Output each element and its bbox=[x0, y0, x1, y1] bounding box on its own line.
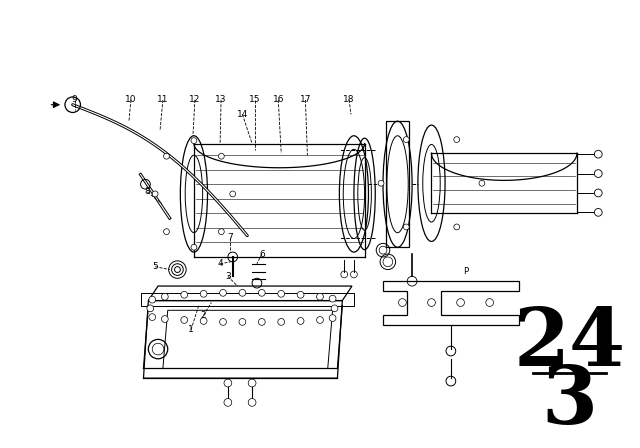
Text: 13: 13 bbox=[215, 95, 227, 104]
Circle shape bbox=[259, 319, 265, 325]
Text: 17: 17 bbox=[300, 95, 311, 104]
Text: 9: 9 bbox=[72, 95, 77, 104]
Circle shape bbox=[161, 293, 168, 300]
Circle shape bbox=[378, 181, 384, 186]
Text: 4: 4 bbox=[218, 259, 223, 268]
Circle shape bbox=[181, 291, 188, 298]
Circle shape bbox=[317, 317, 323, 323]
Circle shape bbox=[331, 305, 338, 312]
Circle shape bbox=[164, 153, 170, 159]
Circle shape bbox=[239, 319, 246, 325]
Circle shape bbox=[191, 244, 197, 250]
Circle shape bbox=[595, 189, 602, 197]
Circle shape bbox=[428, 299, 435, 306]
Text: 2: 2 bbox=[201, 310, 207, 319]
Text: 14: 14 bbox=[237, 110, 248, 119]
Circle shape bbox=[239, 289, 246, 296]
Circle shape bbox=[454, 224, 460, 230]
Circle shape bbox=[317, 293, 323, 300]
Circle shape bbox=[161, 316, 168, 323]
Circle shape bbox=[479, 181, 485, 186]
Circle shape bbox=[200, 290, 207, 297]
Circle shape bbox=[399, 299, 406, 306]
Circle shape bbox=[329, 314, 336, 322]
Circle shape bbox=[278, 319, 285, 325]
Circle shape bbox=[224, 379, 232, 387]
Circle shape bbox=[248, 399, 256, 406]
Circle shape bbox=[220, 289, 227, 296]
Text: 12: 12 bbox=[189, 95, 200, 104]
Circle shape bbox=[486, 299, 493, 306]
Text: 3: 3 bbox=[225, 272, 231, 281]
Circle shape bbox=[149, 296, 156, 303]
Text: 15: 15 bbox=[249, 95, 260, 104]
Circle shape bbox=[152, 191, 158, 197]
Text: 18: 18 bbox=[343, 95, 355, 104]
Circle shape bbox=[191, 138, 197, 143]
Circle shape bbox=[248, 379, 256, 387]
Circle shape bbox=[297, 318, 304, 324]
Circle shape bbox=[454, 137, 460, 142]
Circle shape bbox=[181, 317, 188, 323]
Text: 16: 16 bbox=[273, 95, 284, 104]
Circle shape bbox=[259, 289, 265, 296]
Text: 1: 1 bbox=[188, 325, 194, 334]
Circle shape bbox=[595, 208, 602, 216]
Circle shape bbox=[218, 229, 224, 235]
Text: P: P bbox=[463, 267, 468, 276]
Circle shape bbox=[595, 150, 602, 158]
Circle shape bbox=[297, 291, 304, 298]
Circle shape bbox=[595, 170, 602, 177]
Circle shape bbox=[200, 318, 207, 324]
Text: 24: 24 bbox=[513, 305, 625, 383]
Circle shape bbox=[149, 314, 156, 320]
Text: 5: 5 bbox=[152, 262, 158, 271]
Text: 6: 6 bbox=[259, 250, 265, 258]
Text: 11: 11 bbox=[157, 95, 169, 104]
Circle shape bbox=[224, 399, 232, 406]
Circle shape bbox=[220, 319, 227, 325]
Circle shape bbox=[329, 295, 336, 302]
Circle shape bbox=[278, 290, 285, 297]
Circle shape bbox=[403, 137, 409, 142]
Circle shape bbox=[164, 229, 170, 235]
Circle shape bbox=[230, 191, 236, 197]
Text: 8: 8 bbox=[145, 188, 150, 197]
Circle shape bbox=[403, 224, 409, 230]
Text: 7: 7 bbox=[227, 233, 233, 242]
Circle shape bbox=[218, 153, 224, 159]
Circle shape bbox=[147, 305, 154, 312]
Circle shape bbox=[457, 299, 465, 306]
Text: 3: 3 bbox=[541, 363, 597, 441]
Text: 10: 10 bbox=[125, 95, 137, 104]
